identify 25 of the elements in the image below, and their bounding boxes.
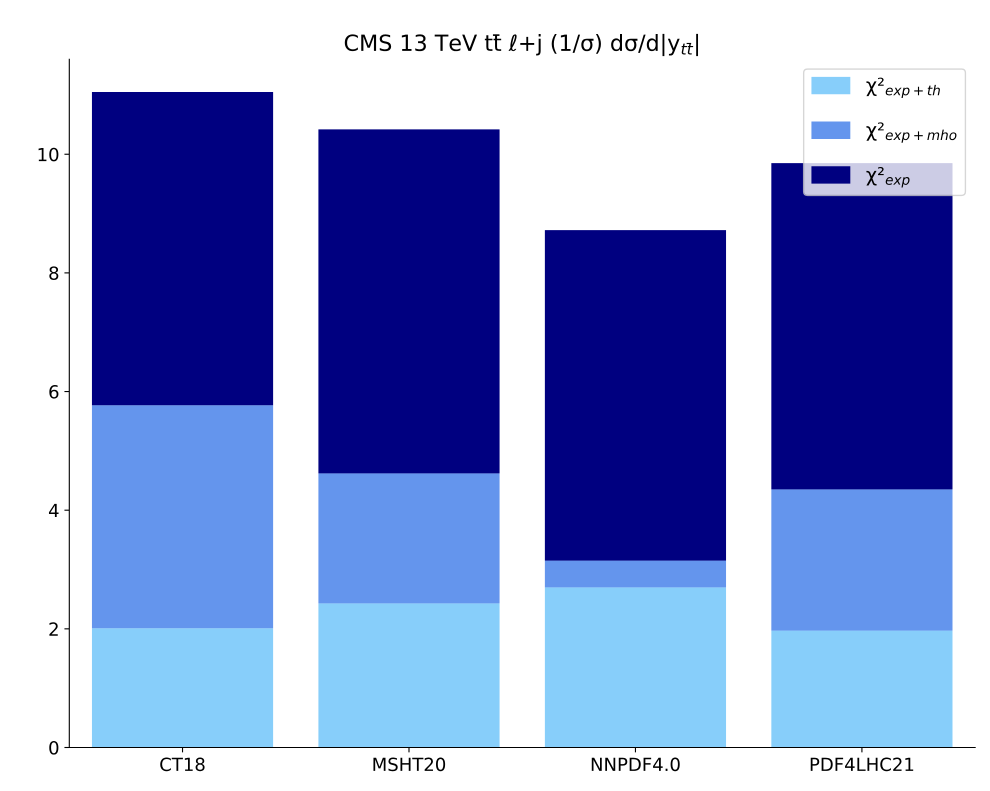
y-tick-label: 0 (49, 740, 58, 755)
legend-label: χ²$_{exp+mho}$ (866, 122, 956, 143)
bar (318, 603, 500, 748)
bar (544, 587, 726, 748)
bar (318, 129, 500, 474)
chart-title: CMS 13 TeV tt̄ ℓ+j (1/σ) dσ/d|y$_{tt̄}$| (344, 34, 698, 56)
bar (318, 473, 500, 604)
x-tick-label: MSHT20 (373, 758, 446, 772)
legend-label: χ²$_{exp+th}$ (866, 78, 940, 98)
legend-label: χ²$_{exp}$ (866, 167, 910, 188)
x-tick-label: CT18 (160, 758, 205, 772)
bar (771, 489, 953, 631)
bar (92, 405, 274, 628)
y-tick-label: 8 (49, 266, 58, 280)
x-tick-label: PDF4LHC21 (810, 758, 914, 772)
bar (771, 630, 953, 748)
bar (544, 230, 726, 561)
y-tick-label: 2 (49, 622, 58, 636)
y-tick-label: 10 (38, 148, 58, 162)
bar (544, 560, 726, 588)
x-tick-label: NNPDF4.0 (592, 758, 680, 772)
bar (92, 92, 274, 406)
y-tick-label: 6 (49, 385, 58, 399)
y-tick-label: 4 (48, 504, 59, 518)
bar (92, 628, 274, 748)
